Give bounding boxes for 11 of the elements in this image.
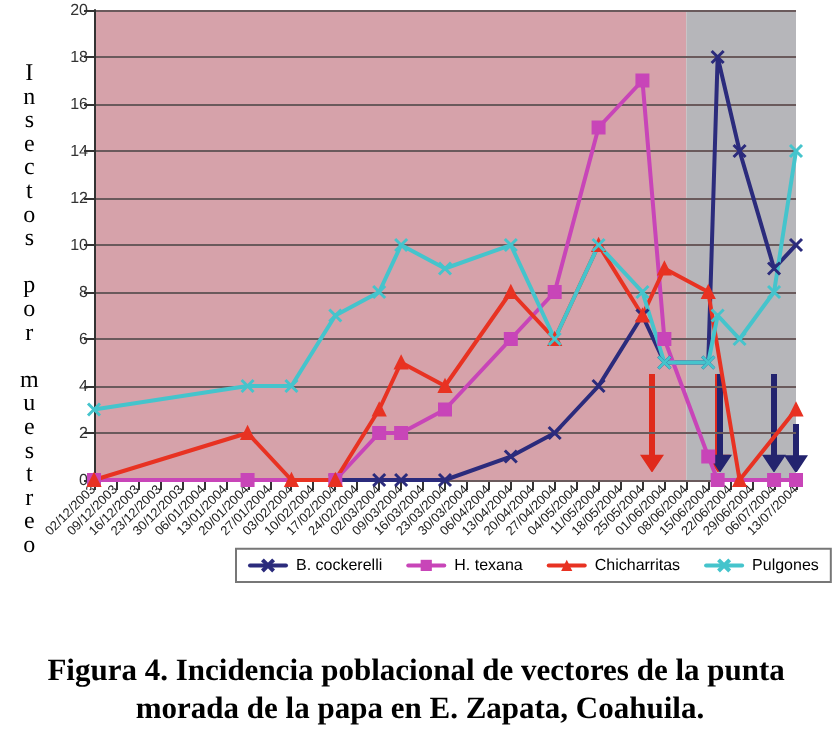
legend-label: Chicharritas <box>594 556 681 575</box>
text: Figura 4. Incidencia poblacional de vectores de la punta morada de la papa en E. Zapata, Coahuila. <box>47 654 793 726</box>
legend-label: B. cockerelli <box>296 556 383 575</box>
legend-label: Pulgones <box>752 556 819 575</box>
y-tick-label: 16 <box>70 95 90 113</box>
y-tick-label: 20 <box>70 1 90 19</box>
y-tick-label: 10 <box>70 236 90 254</box>
y-tick-label: 14 <box>70 142 90 160</box>
text: Insectos por muestreo <box>19 58 39 558</box>
legend-label: H. texana <box>454 556 524 575</box>
y-tick-label: 12 <box>70 189 90 207</box>
